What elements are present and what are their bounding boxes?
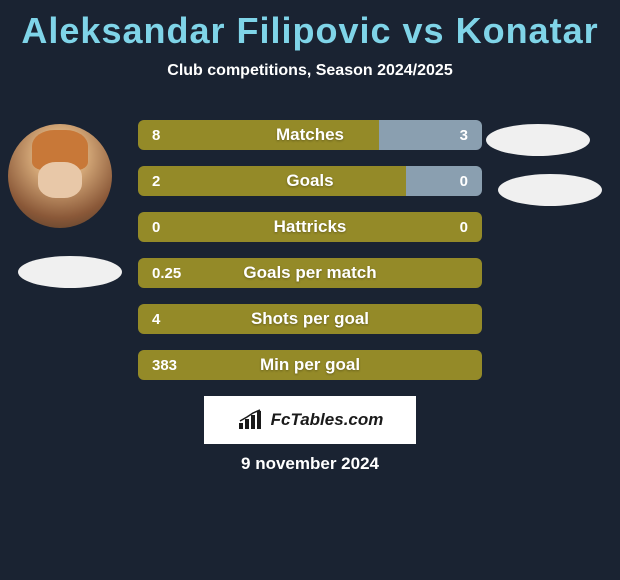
stat-row: 00Hattricks — [138, 212, 482, 242]
stat-row: 20Goals — [138, 166, 482, 196]
stat-player2-segment: 3 — [379, 120, 482, 150]
stat-row: 4Shots per goal — [138, 304, 482, 334]
stat-row: 0.25Goals per match — [138, 258, 482, 288]
brand-badge: FcTables.com — [204, 396, 416, 444]
brand-chart-icon — [237, 409, 265, 431]
stat-row: 83Matches — [138, 120, 482, 150]
stat-player2-segment: 0 — [406, 166, 482, 196]
stat-player1-segment: 8 — [138, 120, 379, 150]
stat-player1-segment: 383 — [138, 350, 482, 380]
player1-avatar — [8, 124, 112, 228]
stat-player1-segment: 4 — [138, 304, 482, 334]
brand-text: FcTables.com — [271, 410, 384, 430]
stats-container: 83Matches 20Goals 00Hattricks 0.25Goals per… — [138, 120, 482, 396]
stat-player1-segment: 2 — [138, 166, 406, 196]
player2-team-badge-top — [486, 124, 590, 156]
stat-player1-segment: 0 — [138, 212, 482, 242]
player2-team-badge-bottom — [498, 174, 602, 206]
subtitle: Club competitions, Season 2024/2025 — [0, 62, 620, 80]
page-title: Aleksandar Filipovic vs Konatar — [0, 0, 620, 52]
stat-player1-segment: 0.25 — [138, 258, 482, 288]
stat-player2-value: 0 — [460, 212, 482, 242]
date-text: 9 november 2024 — [0, 454, 620, 474]
stat-row: 383Min per goal — [138, 350, 482, 380]
player1-team-badge — [18, 256, 122, 288]
